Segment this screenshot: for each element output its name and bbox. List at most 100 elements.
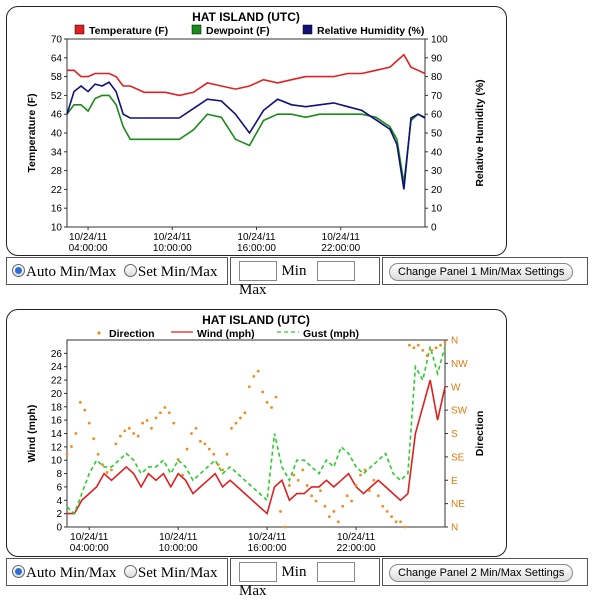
- change-panel-1-settings-button[interactable]: Change Panel 1 Min/Max Settings: [389, 263, 574, 281]
- set-minmax-label: Set Min/Max: [137, 565, 218, 581]
- settings-button-box: Change Panel 2 Min/Max Settings: [382, 558, 588, 586]
- direction-point: [408, 343, 411, 347]
- direction-point: [199, 439, 202, 443]
- direction-point: [261, 390, 265, 394]
- direction-point: [239, 416, 242, 420]
- auto-minmax-radio[interactable]: [12, 565, 25, 578]
- direction-point: [319, 489, 322, 493]
- y2-tick-label: N: [451, 523, 458, 534]
- legend-label: Temperature (F): [89, 25, 168, 37]
- direction-point: [336, 520, 340, 524]
- y-tick-label: 4: [56, 496, 62, 507]
- direction-point: [150, 426, 153, 430]
- auto-minmax-radio[interactable]: [12, 264, 25, 277]
- min-input[interactable]: [239, 562, 277, 582]
- direction-point: [141, 421, 145, 425]
- y-tick-label: 2: [56, 509, 62, 520]
- x-tick-time: 04:00:00: [70, 543, 109, 554]
- minmax-mode-box: Auto Min/Max Set Min/Max: [6, 257, 228, 285]
- series-line-gust-mph: [66, 346, 446, 515]
- direction-point: [234, 421, 238, 425]
- legend-swatch: [191, 24, 202, 35]
- direction-point: [416, 343, 420, 347]
- y-tick-label: 18: [51, 402, 63, 413]
- direction-point: [439, 343, 442, 347]
- wind-direction-chart: HAT ISLAND (UTC) Direction Wind (mph) Gust …: [26, 313, 486, 554]
- max-label: Max: [239, 583, 267, 599]
- direction-point: [243, 411, 247, 415]
- temperature-humidity-chart: HAT ISLAND (UTC) Temperature (F) Dewpoint …: [26, 10, 486, 254]
- direction-point: [283, 525, 287, 529]
- y2-tick-label: 80: [431, 72, 443, 83]
- direction-point: [314, 499, 318, 503]
- direction-point: [354, 484, 358, 487]
- y-tick-label: 58: [51, 72, 63, 83]
- x-tick-time: 22:00:00: [337, 543, 376, 554]
- x-tick-time: 16:00:00: [237, 243, 276, 254]
- direction-point: [123, 429, 127, 433]
- direction-point: [194, 426, 198, 430]
- direction-point: [412, 346, 416, 350]
- direction-point: [327, 515, 331, 519]
- y2-tick-label: 0: [431, 223, 437, 234]
- y-axis-title: Wind (mph): [26, 405, 38, 463]
- y2-tick-label: S: [451, 429, 458, 440]
- y2-axis-title: Direction: [474, 411, 486, 457]
- direction-point: [359, 473, 362, 477]
- direction-point: [225, 452, 229, 456]
- y2-axis-title: Relative Humidity (%): [474, 79, 486, 186]
- auto-minmax-label: Auto Min/Max: [26, 264, 117, 280]
- y-tick-label: 26: [51, 349, 63, 360]
- set-minmax-radio[interactable]: [123, 264, 137, 277]
- y2-tick-label: 20: [431, 185, 443, 196]
- y2-tick-label: 70: [431, 91, 443, 102]
- auto-minmax-label: Auto Min/Max: [26, 565, 117, 581]
- y-tick-label: 6: [56, 482, 62, 493]
- panel-2-controls: Auto Min/Max Set Min/Max Min Max Change …: [6, 558, 590, 599]
- y-tick-label: 28: [51, 166, 63, 177]
- legend-label: Gust (mph): [303, 328, 359, 340]
- y2-tick-label: NE: [451, 499, 465, 510]
- direction-point: [323, 504, 327, 508]
- direction-point: [345, 494, 349, 498]
- y2-tick-label: 50: [431, 129, 443, 140]
- direction-point: [145, 419, 149, 422]
- min-label: Min: [281, 564, 307, 581]
- direction-point: [65, 452, 69, 456]
- direction-point: [247, 385, 251, 389]
- y2-tick-label: 100: [431, 35, 448, 46]
- max-input[interactable]: [316, 261, 355, 281]
- y-tick-label: 10: [51, 223, 63, 234]
- min-input[interactable]: [239, 261, 277, 281]
- chart-title: HAT ISLAND (UTC): [202, 313, 310, 327]
- series-line-temperature-f: [67, 53, 426, 97]
- direction-point: [292, 473, 296, 477]
- direction-point: [230, 426, 233, 430]
- settings-button-box: Change Panel 1 Min/Max Settings: [382, 257, 588, 285]
- direction-point: [203, 442, 207, 446]
- y-tick-label: 24: [51, 362, 63, 373]
- direction-point: [394, 520, 398, 524]
- x-tick-time: 22:00:00: [321, 243, 360, 254]
- direction-point: [216, 463, 220, 467]
- y2-tick-label: SW: [451, 406, 468, 417]
- direction-point: [154, 416, 158, 420]
- direction-point: [256, 369, 260, 373]
- y-tick-label: 16: [51, 204, 63, 215]
- x-tick-time: 16:00:00: [248, 543, 287, 554]
- direction-point: [443, 341, 447, 344]
- minmax-input-box: Min Max: [230, 257, 380, 298]
- set-minmax-radio[interactable]: [123, 565, 137, 578]
- max-input[interactable]: [316, 562, 355, 582]
- legend-swatch: [302, 24, 313, 35]
- direction-point: [190, 432, 193, 435]
- direction-point: [101, 463, 104, 467]
- y-tick-label: 40: [51, 129, 63, 140]
- direction-point: [105, 471, 109, 474]
- plot-frame: [66, 339, 446, 528]
- y2-tick-label: E: [451, 476, 458, 487]
- change-panel-2-settings-button[interactable]: Change Panel 2 Min/Max Settings: [389, 564, 574, 582]
- y-tick-label: 20: [51, 389, 63, 400]
- legend-label: Direction: [109, 328, 155, 340]
- chart-title: HAT ISLAND (UTC): [192, 10, 300, 24]
